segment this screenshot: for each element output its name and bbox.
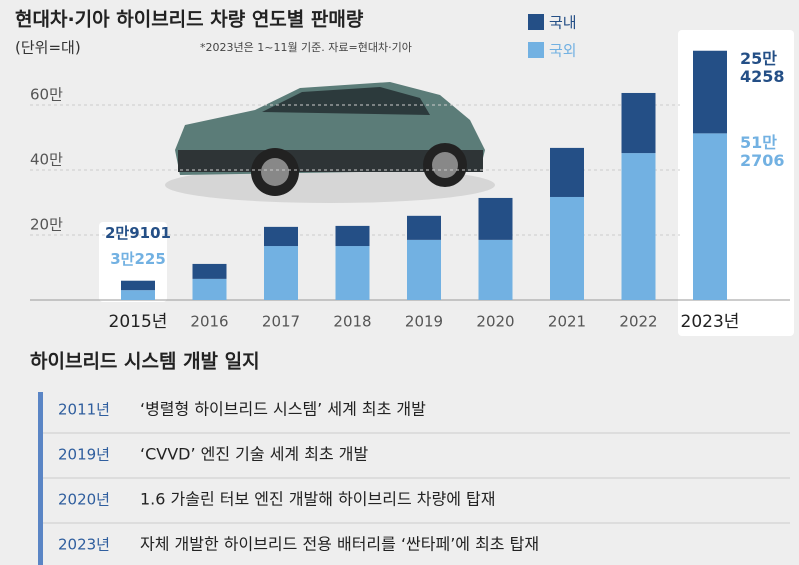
timeline-text: 1.6 가솔린 터보 엔진 개발해 하이브리드 차량에 탑재: [140, 490, 495, 509]
bar-segment: [335, 246, 370, 300]
bar-segment: [621, 92, 656, 154]
legend-swatch: [528, 42, 544, 58]
timeline-title: 하이브리드 시스템 개발 일지: [30, 351, 260, 373]
value-label: 3만225: [110, 250, 166, 268]
y-tick-label: 60만: [30, 86, 63, 104]
bar-segment: [478, 239, 513, 300]
x-tick-label: 2017: [262, 313, 300, 331]
chart-title: 현대차·기아 하이브리드 차량 연도별 판매량: [15, 9, 364, 31]
x-tick-label: 2020: [476, 313, 514, 331]
timeline-year: 2011년: [58, 401, 110, 419]
x-tick-label: 2018: [333, 313, 371, 331]
bar-segment: [121, 280, 155, 291]
car-image: [165, 82, 495, 203]
bar-segment: [478, 197, 513, 240]
y-tick-label: 20만: [30, 216, 63, 234]
bar-segment: [335, 225, 370, 247]
bar-segment: [264, 226, 298, 247]
value-label: 2만9101: [105, 224, 171, 242]
bar-segment: [407, 215, 441, 240]
timeline-text: ‘병렬형 하이브리드 시스템’ 세계 최초 개발: [140, 400, 426, 419]
bar-segment: [621, 153, 656, 300]
bar-segment: [550, 147, 584, 197]
timeline-year: 2023년: [58, 536, 110, 554]
value-label: 51만 2706: [740, 133, 785, 170]
bar-segment: [121, 290, 155, 300]
x-tick-label: 2023년: [681, 312, 740, 332]
x-tick-label: 2015년: [109, 312, 168, 332]
bar-segment: [192, 278, 227, 300]
chart-subtitle: (단위=대): [15, 39, 81, 57]
legend-label: 국내: [549, 14, 577, 32]
x-tick-label: 2019: [405, 313, 443, 331]
timeline-year: 2019년: [58, 446, 110, 464]
chart-note: *2023년은 1~11월 기준. 자료=현대차·기아: [200, 41, 412, 54]
bar-segment: [693, 133, 727, 300]
bar-segment: [192, 263, 227, 279]
x-tick-label: 2016: [190, 313, 228, 331]
bar-segment: [693, 50, 727, 134]
timeline-bar: [38, 392, 43, 565]
y-tick-label: 40만: [30, 151, 63, 169]
x-tick-label: 2021: [548, 313, 586, 331]
bar-segment: [550, 196, 584, 300]
timeline-text: 자체 개발한 하이브리드 전용 배터리를 ‘싼타페’에 최초 탑재: [140, 535, 539, 554]
x-tick-label: 2022: [619, 313, 657, 331]
legend-label: 국외: [549, 42, 577, 60]
bar-segment: [264, 246, 298, 300]
bar-segment: [407, 239, 441, 300]
value-label: 25만 4258: [740, 49, 785, 86]
timeline-year: 2020년: [58, 491, 110, 509]
legend-swatch: [528, 14, 544, 30]
timeline-text: ‘CVVD’ 엔진 기술 세계 최초 개발: [140, 445, 368, 464]
